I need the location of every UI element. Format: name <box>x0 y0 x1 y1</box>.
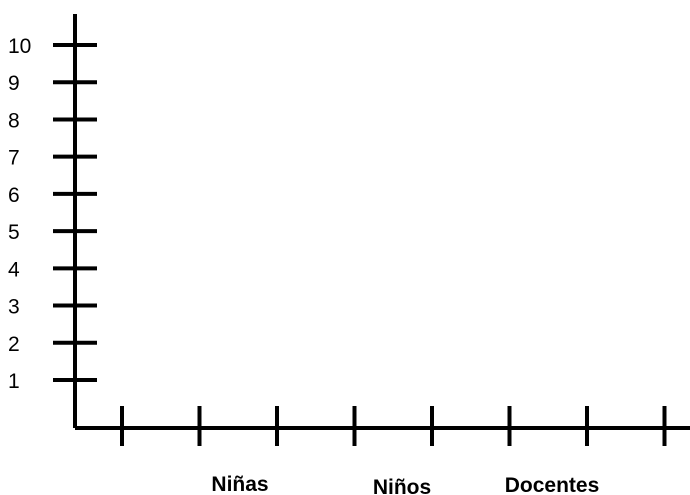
y-tick-label-4: 4 <box>8 258 20 281</box>
y-tick-label-5: 5 <box>8 221 20 244</box>
y-tick-label-1: 1 <box>8 370 20 393</box>
chart-axes <box>73 14 690 430</box>
y-tick-label-3: 3 <box>8 296 20 319</box>
y-axis-tick-labels: 1 2 3 4 5 6 7 8 9 10 <box>8 35 31 393</box>
x-axis-ticks <box>120 406 667 446</box>
category-label-1: Niñas <box>211 473 268 495</box>
y-tick-label-7: 7 <box>8 147 20 170</box>
x-axis-category-labels: Niñas Niños Docentes <box>211 473 599 495</box>
y-axis-ticks <box>53 43 97 382</box>
y-tick-label-8: 8 <box>8 109 20 132</box>
category-label-2: Niños <box>373 476 431 495</box>
y-tick-label-9: 9 <box>8 72 20 95</box>
y-tick-label-2: 2 <box>8 333 20 356</box>
category-label-3: Docentes <box>505 474 600 495</box>
y-tick-label-6: 6 <box>8 184 20 207</box>
y-tick-label-10: 10 <box>8 35 31 58</box>
